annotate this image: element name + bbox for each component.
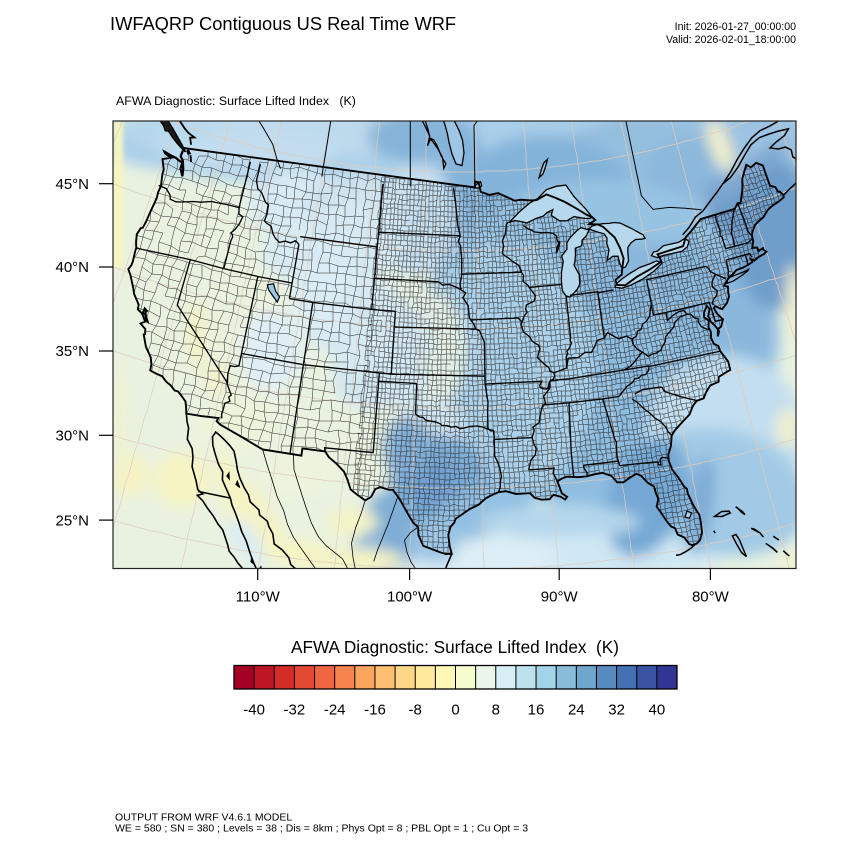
svg-text:Valid: 2026-02-01_18:00:00: Valid: 2026-02-01_18:00:00: [666, 34, 796, 46]
svg-text:IWFAQRP Contiguous US Real Tim: IWFAQRP Contiguous US Real Time WRF: [110, 13, 456, 34]
svg-text:25°N: 25°N: [55, 512, 89, 529]
svg-text:80°W: 80°W: [692, 589, 730, 606]
svg-text:110°W: 110°W: [236, 589, 281, 606]
svg-text:Init: 2026-01-27_00:00:00: Init: 2026-01-27_00:00:00: [675, 21, 796, 33]
svg-text:24: 24: [568, 702, 585, 719]
svg-text:0: 0: [451, 702, 459, 719]
svg-text:AFWA Diagnostic: Surface Lifte: AFWA Diagnostic: Surface Lifted Index (K…: [291, 637, 619, 657]
svg-text:40: 40: [649, 702, 666, 719]
svg-text:-32: -32: [284, 702, 306, 719]
svg-text:AFWA Diagnostic: Surface Lifte: AFWA Diagnostic: Surface Lifted Index (K…: [116, 94, 356, 108]
svg-text:100°W: 100°W: [387, 589, 433, 606]
svg-text:-16: -16: [364, 702, 386, 719]
svg-text:-8: -8: [409, 702, 422, 719]
svg-text:OUTPUT FROM WRF V4.6.1 MODEL: OUTPUT FROM WRF V4.6.1 MODEL: [115, 812, 292, 824]
svg-text:-24: -24: [324, 702, 346, 719]
svg-text:30°N: 30°N: [55, 428, 89, 445]
svg-text:45°N: 45°N: [55, 176, 89, 193]
svg-text:40°N: 40°N: [55, 259, 89, 276]
svg-text:35°N: 35°N: [55, 343, 89, 360]
svg-text:32: 32: [608, 702, 625, 719]
svg-text:8: 8: [492, 702, 500, 719]
svg-text:WE = 580 ; SN = 380 ; Levels =: WE = 580 ; SN = 380 ; Levels = 38 ; Dis …: [115, 823, 528, 835]
svg-text:16: 16: [528, 702, 545, 719]
svg-text:-40: -40: [243, 702, 265, 719]
svg-text:90°W: 90°W: [541, 589, 579, 606]
